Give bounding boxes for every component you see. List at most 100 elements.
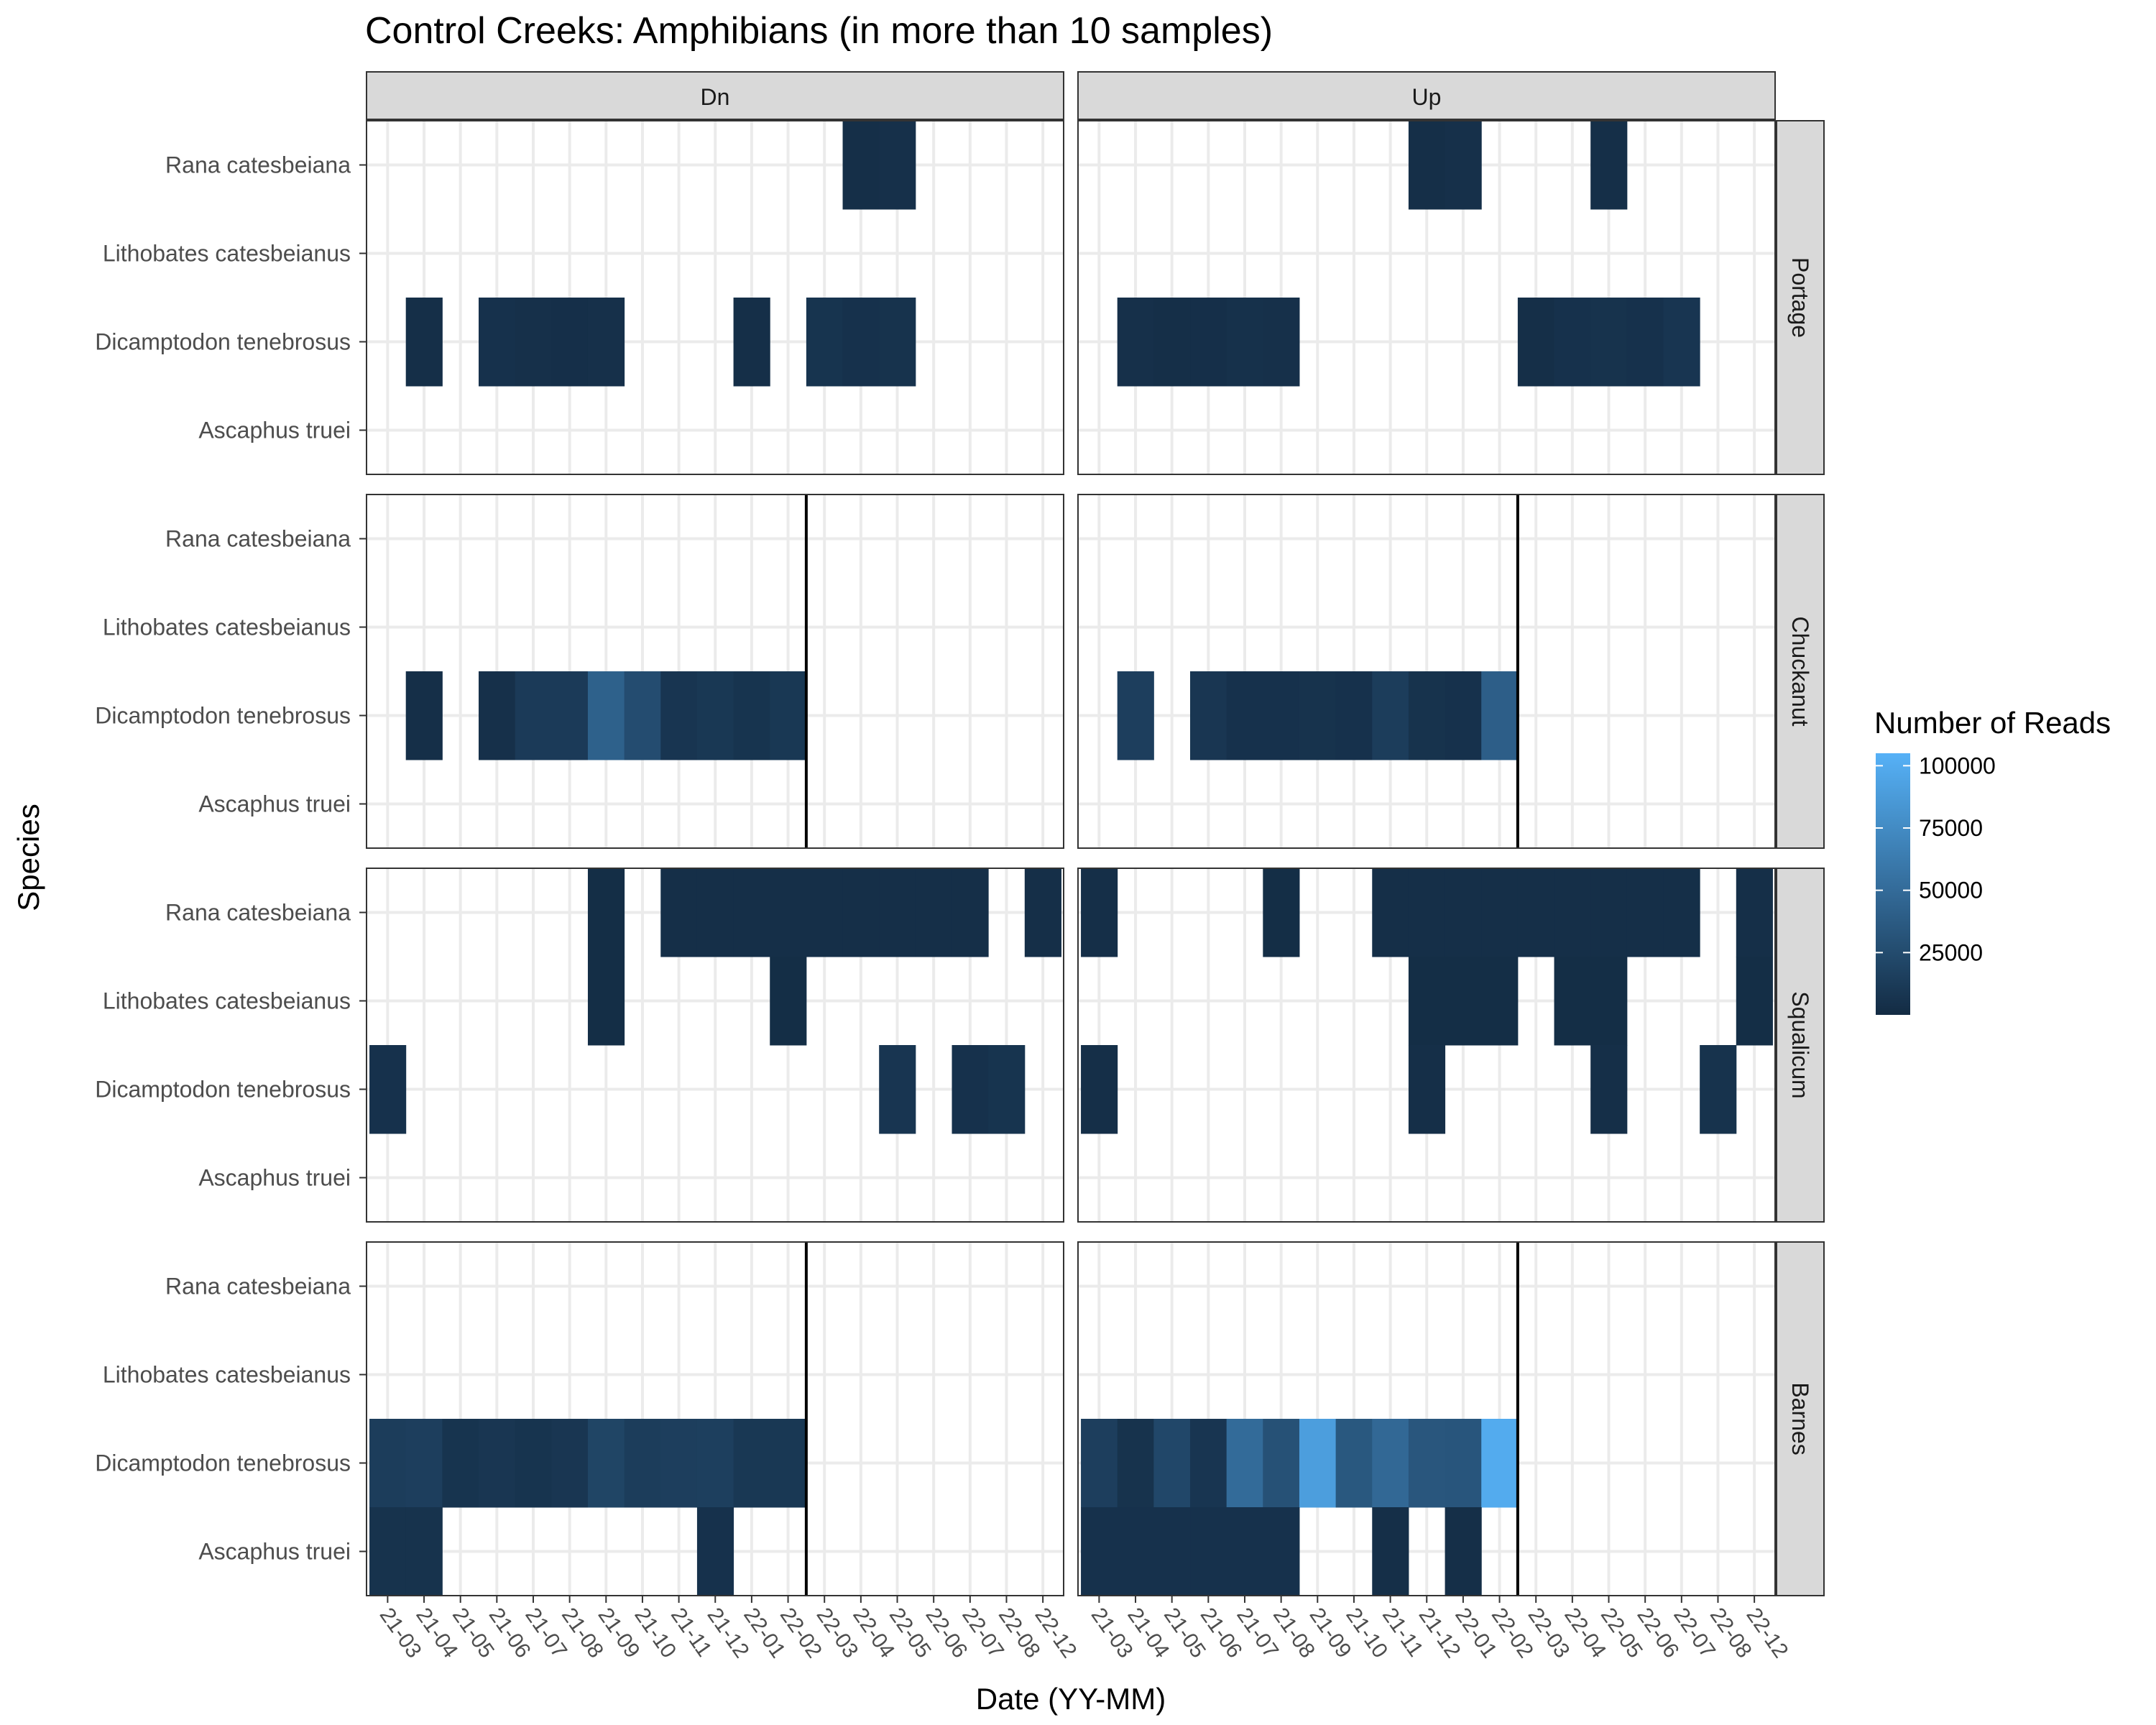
y-axis-title: Species: [11, 804, 45, 911]
heatmap-tile: [587, 1419, 625, 1508]
y-tick-label: Rana catesbeiana: [165, 526, 351, 552]
heatmap-tiles: [405, 121, 916, 387]
panel-portage-up: [1077, 120, 1776, 475]
heatmap-tile: [806, 298, 844, 387]
legend-ticks: 25000 50000 75000 100000: [1876, 753, 1996, 965]
heatmap-tiles: [405, 671, 807, 760]
y-tick-label: Lithobates catesbeianus: [103, 988, 351, 1014]
panel-chuckanut-dn: Rana catesbeiana Lithobates catesbeianus D…: [95, 494, 1064, 849]
heatmap-tile: [1663, 868, 1700, 957]
strip-right-squalicum: [1776, 868, 1825, 1223]
heatmap-tile: [1263, 868, 1300, 957]
heatmap-tile: [1408, 868, 1446, 957]
heatmap-tile: [405, 1419, 443, 1508]
heatmap-tile: [1408, 121, 1446, 210]
strip-label-barnes: Barnes: [1787, 1382, 1813, 1455]
strip-right-barnes: [1776, 1241, 1825, 1596]
heatmap-tile: [1190, 298, 1227, 387]
heatmap-tile: [879, 868, 916, 957]
heatmap-tile: [369, 1419, 407, 1508]
heatmap-tile: [1445, 1507, 1482, 1596]
panel-squalicum-dn: Rana catesbeiana Lithobates catesbeianus D…: [95, 868, 1064, 1223]
heatmap-tile: [587, 671, 625, 760]
y-tick-label: Dicamptodon tenebrosus: [95, 329, 351, 355]
heatmap-tiles: [1081, 1419, 1519, 1596]
heatmap-tile: [1736, 957, 1773, 1046]
heatmap-tile: [770, 868, 807, 957]
chart-title: Control Creeks: Amphibians (in more than…: [365, 10, 1273, 52]
heatmap-tile: [1481, 671, 1519, 760]
heatmap-tile: [1117, 1507, 1154, 1596]
heatmap-tile: [1445, 121, 1482, 210]
heatmap-tile: [479, 671, 516, 760]
heatmap-tile: [1372, 1419, 1409, 1508]
heatmap-tile: [405, 298, 443, 387]
legend-tick-label: 75000: [1919, 815, 1983, 841]
panel-border: [366, 494, 1064, 849]
heatmap-tile: [1445, 957, 1482, 1046]
heatmap-tile: [1081, 1419, 1118, 1508]
heatmap-tile: [915, 868, 952, 957]
heatmap-tile: [770, 957, 807, 1046]
heatmap-tile: [1372, 1507, 1409, 1596]
panel-border: [1077, 868, 1776, 1223]
heatmap-tile: [952, 868, 989, 957]
heatmap-tile: [1372, 868, 1409, 957]
heatmap-tile: [587, 298, 625, 387]
heatmap-tile: [1081, 1045, 1118, 1134]
heatmap-tile: [587, 957, 625, 1046]
heatmap-tile: [1117, 1419, 1154, 1508]
heatmap-tile: [1517, 298, 1555, 387]
strip-label-portage: Portage: [1787, 257, 1813, 338]
heatmap-tile: [1590, 298, 1628, 387]
heatmap-tile: [733, 1419, 770, 1508]
y-tick-label: Rana catesbeiana: [165, 1274, 351, 1300]
heatmap-tile: [770, 671, 807, 760]
heatmap-tile: [1700, 1045, 1737, 1134]
heatmap-tile: [1299, 1419, 1337, 1508]
legend-title: Number of Reads: [1874, 706, 2111, 740]
heatmap-tile: [1226, 1507, 1263, 1596]
heatmap-tile: [1554, 298, 1591, 387]
strip-label-squalicum: Squalicum: [1787, 991, 1813, 1098]
heatmap-tile: [660, 1419, 698, 1508]
heatmap-tile: [1590, 868, 1628, 957]
heatmap-tile: [842, 868, 880, 957]
heatmap-tile: [624, 1419, 661, 1508]
panel-portage-dn: Rana catesbeiana Lithobates catesbeianus D…: [95, 120, 1064, 475]
y-tick-label: Ascaphus truei: [198, 1165, 351, 1191]
heatmap-tile: [1554, 868, 1591, 957]
y-tick-label: Lithobates catesbeianus: [103, 1362, 351, 1388]
heatmap-tile: [551, 1419, 589, 1508]
heatmap-tile: [1445, 868, 1482, 957]
heatmap-tiles: [1117, 121, 1700, 387]
y-tick-label: Dicamptodon tenebrosus: [95, 1077, 351, 1103]
legend-tick-label: 50000: [1919, 878, 1983, 903]
y-tick-label: Dicamptodon tenebrosus: [95, 1450, 351, 1476]
heatmap-tile: [1626, 298, 1664, 387]
heatmap-tile: [1153, 1419, 1191, 1508]
heatmap-tile: [479, 1419, 516, 1508]
heatmap-tile: [1190, 671, 1227, 760]
heatmap-tile: [1117, 671, 1154, 760]
heatmap-tile: [1517, 868, 1555, 957]
heatmap-tile: [1081, 1507, 1118, 1596]
heatmap-tile: [1153, 1507, 1191, 1596]
heatmap-tile: [879, 298, 916, 387]
heatmap-tiles: [1081, 868, 1773, 1134]
heatmap-tile: [733, 868, 770, 957]
panel-barnes-up: 21-0321-0421-0521-0621-0721-0821-0921-10…: [1077, 1241, 1792, 1662]
heatmap-tile: [842, 121, 880, 210]
heatmap-tile: [1263, 671, 1300, 760]
heatmap-tile: [696, 1419, 734, 1508]
heatmap-tile: [369, 1045, 407, 1134]
strip-label-dn: Dn: [701, 84, 730, 110]
heatmap-tile: [624, 671, 661, 760]
heatmap-tile: [479, 298, 516, 387]
panel-border: [366, 868, 1064, 1223]
heatmap-tile: [515, 671, 552, 760]
strip-top-up: [1077, 71, 1776, 120]
panel-chuckanut-up: [1077, 494, 1776, 849]
legend-tick-label: 25000: [1919, 939, 1983, 965]
